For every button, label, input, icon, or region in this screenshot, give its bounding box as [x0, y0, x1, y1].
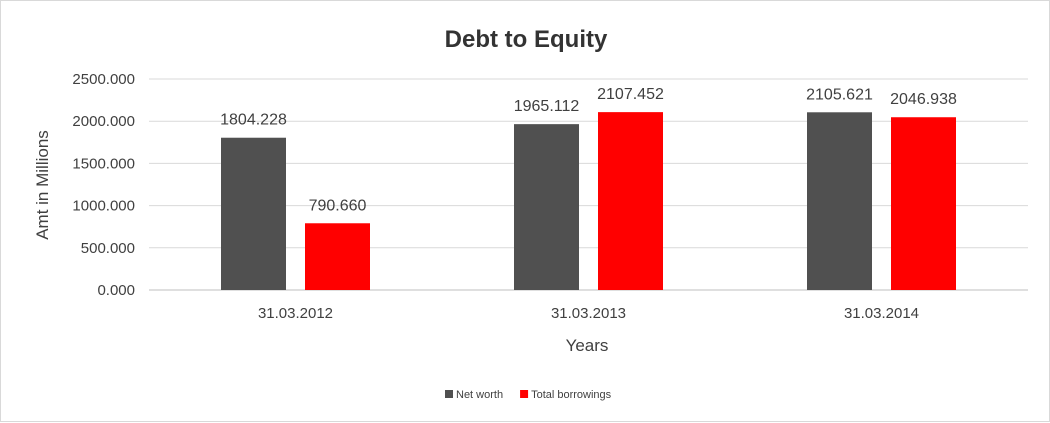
legend-swatch: [520, 390, 529, 398]
bar: [807, 112, 872, 291]
y-axis-title: Amt in Millions: [33, 130, 52, 240]
data-label: 2046.938: [890, 91, 957, 108]
bar: [305, 223, 370, 290]
bar: [514, 124, 579, 290]
bars: [221, 112, 956, 291]
legend: Net worth Total borrowings: [445, 389, 612, 401]
legend-label: Total borrowings: [531, 389, 612, 401]
x-axis-title: Years: [566, 336, 609, 355]
legend-swatch: [445, 390, 453, 398]
chart-title: Debt to Equity: [445, 26, 608, 53]
data-label: 1804.228: [220, 112, 287, 129]
y-tick-label: 500.000: [81, 240, 135, 257]
bar: [891, 117, 956, 290]
y-tick-label: 2500.000: [72, 71, 135, 88]
x-tick-label: 31.03.2012: [258, 305, 333, 322]
y-axis-ticks: 0.000 500.000 1000.000 1500.000 2000.000 2500…: [72, 71, 135, 299]
data-labels: 1804.228 790.660 1965.112 2107.452 2105.621 2…: [220, 86, 957, 214]
y-tick-label: 1000.000: [72, 198, 135, 215]
x-axis-ticks: 31.03.2012 31.03.2013 31.03.2014: [258, 305, 919, 322]
x-tick-label: 31.03.2013: [551, 305, 626, 322]
legend-label: Net worth: [456, 389, 503, 401]
y-tick-label: 0.000: [97, 282, 135, 299]
x-tick-label: 31.03.2014: [844, 305, 919, 322]
y-tick-label: 1500.000: [72, 155, 135, 172]
data-label: 1965.112: [514, 98, 580, 115]
data-label: 2105.621: [806, 86, 873, 103]
data-label: 2107.452: [597, 86, 664, 103]
y-tick-label: 2000.000: [72, 113, 135, 130]
bar: [598, 112, 663, 291]
bar: [221, 137, 286, 290]
gridlines: [149, 78, 1028, 291]
data-label: 790.660: [309, 197, 367, 214]
